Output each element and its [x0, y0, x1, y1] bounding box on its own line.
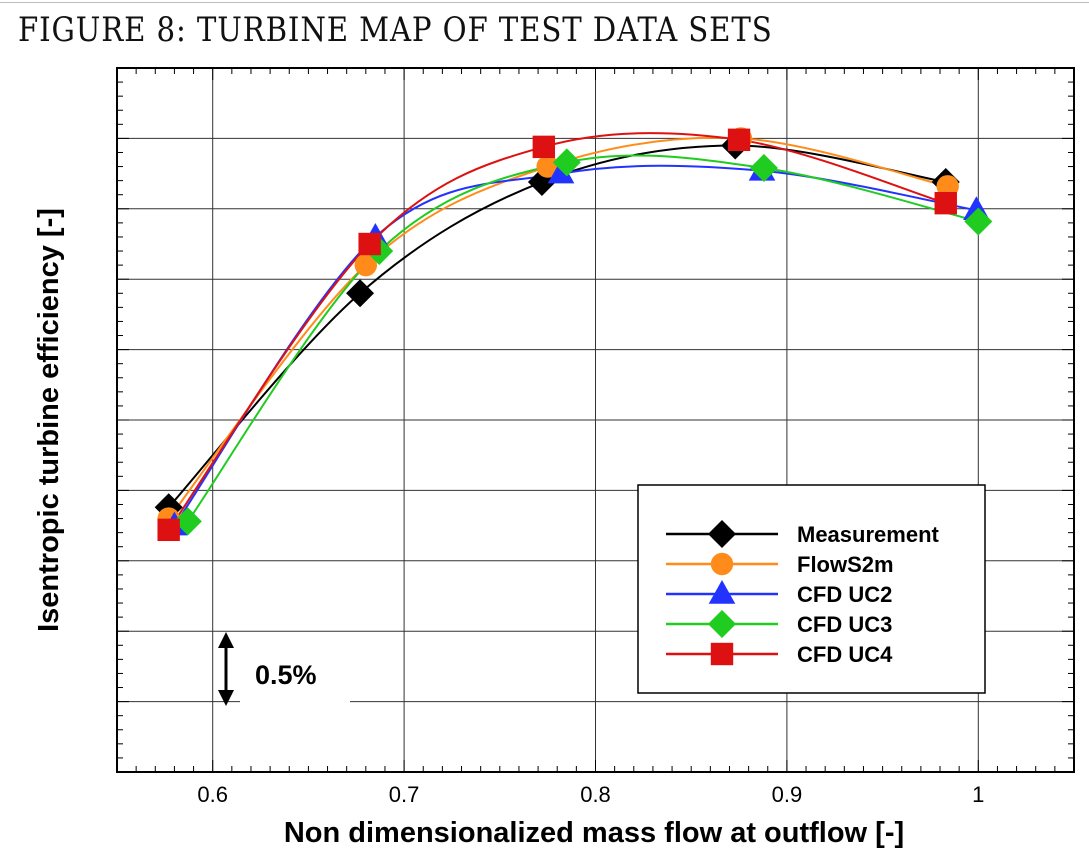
legend-marker [710, 642, 734, 666]
legend-label: FlowS2m [797, 552, 894, 577]
data-point-cfd-uc3 [173, 507, 202, 536]
legend-box [637, 484, 986, 694]
x-tick-label: 0.7 [389, 782, 420, 807]
legend-label: CFD UC3 [797, 612, 892, 637]
x-tick-label: 0.6 [197, 782, 228, 807]
data-point-cfd-uc3 [552, 148, 581, 177]
plot-frame [116, 67, 1075, 773]
series-line-cfd-uc3 [187, 154, 979, 522]
scale-annotation-background [240, 638, 350, 704]
legend: Measurement FlowS2m CFD UC2 CFD UC3 CFD UC4 [637, 484, 986, 694]
x-tick-label: 1 [972, 782, 984, 807]
data-point-flows2m [536, 155, 559, 178]
data-point-measurement [346, 279, 375, 308]
figure-title: FIGURE 8: TURBINE MAP OF TEST DATA SETS [18, 10, 773, 50]
y-axis-label: Isentropic turbine efficiency [-] [33, 208, 65, 632]
data-point-flows2m [936, 175, 959, 198]
data-point-cfd-uc4 [358, 232, 381, 256]
data-point-cfd-uc3 [964, 207, 993, 236]
x-tick-labels: 0.6 0.7 0.8 0.9 1 [197, 782, 984, 807]
legend-marker [710, 552, 734, 576]
scale-annotation-label: 0.5% [255, 660, 317, 690]
series-line-measurement [167, 144, 946, 508]
legend-label: CFD UC4 [797, 642, 893, 667]
series-layer [154, 127, 993, 542]
x-tick-label: 0.8 [580, 782, 611, 807]
top-rule [0, 2, 1089, 3]
data-point-measurement [154, 493, 183, 522]
legend-marker [708, 520, 736, 548]
scale-arrow-down [218, 690, 234, 706]
data-point-cfd-uc4 [934, 191, 957, 215]
scale-arrow-up [218, 632, 234, 648]
legend-label: Measurement [797, 522, 940, 547]
data-point-flows2m [354, 253, 378, 277]
data-point-cfd-uc4 [532, 135, 556, 159]
series-line-flows2m [167, 136, 948, 520]
x-axis-label: Non dimensionalized mass flow at outflow… [284, 817, 904, 849]
scale-annotation: 0.5% [218, 632, 350, 706]
data-point-cfd-uc2 [547, 159, 575, 184]
x-tick-label: 0.9 [772, 782, 803, 807]
legend-marker [708, 580, 736, 604]
legend-marker [708, 610, 736, 638]
data-point-cfd-uc4 [727, 128, 751, 152]
data-point-cfd-uc4 [157, 518, 180, 542]
data-point-cfd-uc3 [749, 153, 778, 182]
legend-label: CFD UC2 [797, 582, 892, 607]
series-line-cfd-uc4 [167, 132, 947, 531]
